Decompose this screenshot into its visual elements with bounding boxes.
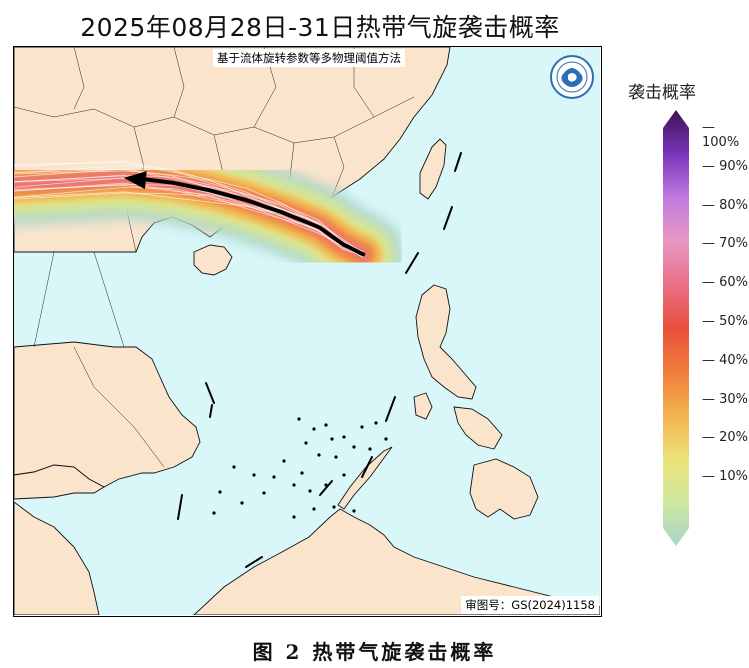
land-taiwan (419, 138, 447, 200)
land-mindanao (469, 458, 539, 520)
reef-dot (384, 437, 388, 441)
colorbar-tick-label: — 60% (702, 275, 749, 290)
reef-dot (352, 509, 356, 513)
reef-dot (282, 459, 286, 463)
nine-dash-line (177, 152, 462, 568)
colorbar (663, 110, 689, 546)
map-review-number: 审图号：GS(2024)1158 (461, 596, 599, 614)
colorbar-tick-label: — 40% (702, 353, 749, 368)
reef-dot (312, 427, 316, 431)
reef-dot (304, 441, 308, 445)
reef-dot (352, 445, 356, 449)
land-visayas (453, 406, 503, 450)
reef-dot (232, 465, 236, 469)
colorbar-gradient (663, 110, 689, 546)
colorbar-tick-label: — 100% (702, 120, 740, 150)
reef-dot (332, 505, 336, 509)
method-note: 基于流体旋转参数等多物理阈值方法 (213, 49, 405, 67)
reef-dot (342, 473, 346, 477)
reef-dot (360, 425, 364, 429)
land-luzon (415, 284, 477, 400)
figure-caption: 图 2 热带气旋袭击概率 (252, 640, 497, 664)
reef-dot (312, 507, 316, 511)
colorbar-tick-label: — 70% (702, 236, 749, 251)
reef-dot (342, 435, 346, 439)
meteorological-agency-logo (550, 55, 594, 99)
reef-dot (272, 475, 276, 479)
reef-dot (308, 489, 312, 493)
reef-dot (240, 501, 244, 505)
land-cambodia-coast (14, 464, 105, 500)
reef-dot (297, 417, 301, 421)
reef-dot (252, 473, 256, 477)
reef-dot (374, 421, 378, 425)
reef-dot (368, 447, 372, 451)
reef-dot (262, 491, 266, 495)
reef-dot (324, 423, 328, 427)
track-arrow-head (123, 171, 147, 190)
reef-dot (334, 455, 338, 459)
reef-islands (212, 417, 388, 519)
ensemble-track (14, 192, 364, 252)
reef-dot (330, 437, 334, 441)
forecast-track-line (131, 175, 366, 257)
colorbar-tick-label: — 20% (702, 430, 749, 445)
colorbar-tick-label: — 80% (702, 198, 749, 213)
land-hainan (193, 244, 233, 276)
map-canvas (14, 47, 600, 615)
land-malay-peninsula (14, 501, 100, 615)
reef-dot (292, 483, 296, 487)
ensemble-track (14, 165, 364, 255)
reef-dot (300, 471, 304, 475)
land-palawan (337, 446, 393, 510)
reef-dot (218, 490, 222, 494)
reef-dot (317, 453, 321, 457)
ensemble-track (14, 191, 364, 256)
map-frame: 基于流体旋转参数等多物理阈值方法 审图号：GS(2024)1158 (13, 46, 602, 617)
colorbar-tick-label: — 50% (702, 314, 749, 329)
colorbar-title: 袭击概率 (628, 83, 696, 103)
reef-dot (292, 515, 296, 519)
land-mindoro (413, 392, 433, 420)
colorbar-tick-label: — 30% (702, 392, 749, 407)
map-title: 2025年08月28日-31日热带气旋袭击概率 (80, 13, 560, 42)
colorbar-tick-label: — 90% (702, 159, 749, 174)
reef-dot (212, 511, 216, 515)
colorbar-tick-label: — 10% (702, 469, 749, 484)
